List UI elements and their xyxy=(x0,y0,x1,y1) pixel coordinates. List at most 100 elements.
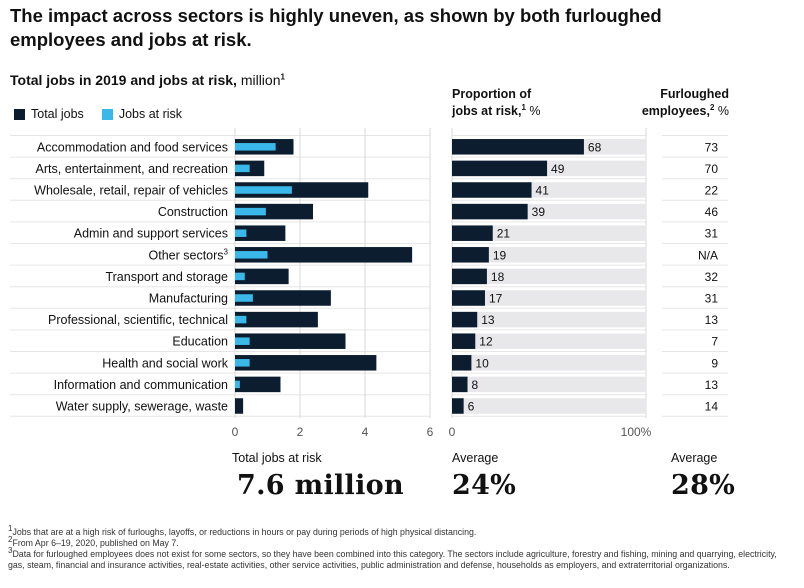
left-panel-unit: million xyxy=(240,72,281,88)
proportion-value-label: 39 xyxy=(532,205,546,219)
legend-item-total: Total jobs xyxy=(14,107,84,121)
furloughed-value: 7 xyxy=(711,335,718,349)
legend-label-at-risk: Jobs at risk xyxy=(118,107,183,121)
proportion-header-unit: % xyxy=(529,104,541,118)
furloughed-value: 13 xyxy=(705,313,719,327)
category-label-transport-and-storage: Transport and storage xyxy=(105,270,228,284)
total-jobs-bar xyxy=(235,182,369,198)
jobs-at-risk-bar xyxy=(235,251,268,259)
proportion-bar-track xyxy=(452,311,646,328)
proportion-bar xyxy=(452,182,532,198)
proportion-bar-track xyxy=(452,290,646,306)
proportion-value-label: 8 xyxy=(472,378,479,392)
furlough-header-unit: % xyxy=(717,104,729,118)
furloughed-value: 9 xyxy=(711,356,718,370)
jobs-at-risk-bar xyxy=(235,186,292,194)
proportion-tick-label: 0 xyxy=(449,425,456,439)
jobs-at-risk-bar xyxy=(235,207,266,216)
category-label-information-and-communication: Information and communication xyxy=(54,378,228,392)
jobs-at-risk-bar xyxy=(235,315,247,324)
furloughed-value: 13 xyxy=(705,378,719,392)
jobs-at-risk-bar xyxy=(235,294,253,302)
category-label-accommodation-and-food-services: Accommodation and food services xyxy=(37,140,228,154)
jobs-at-risk-bar xyxy=(235,229,247,237)
footnote-2-marker: 2 xyxy=(8,535,13,545)
proportion-value-label: 13 xyxy=(481,313,495,327)
proportion-value-label: 18 xyxy=(491,270,505,284)
proportion-bar xyxy=(452,160,548,177)
footnote-3-marker: 3 xyxy=(8,546,13,556)
furloughed-value: 31 xyxy=(705,292,719,306)
furloughed-value: 70 xyxy=(705,162,719,176)
proportion-bar xyxy=(452,290,485,306)
category-label-water-supply-sewerage-waste: Water supply, sewerage, waste xyxy=(56,400,228,414)
proportion-bar xyxy=(452,311,478,328)
footnote-2: 2From Apr 6–19, 2020, published on May 7… xyxy=(8,535,788,549)
proportion-value-label: 10 xyxy=(475,356,489,370)
jobs-at-risk-bar xyxy=(235,337,250,345)
x-tick-label: 4 xyxy=(362,425,369,439)
furloughed-value: 14 xyxy=(705,400,719,414)
proportion-bar xyxy=(452,355,472,371)
total-jobs-bar xyxy=(235,225,286,241)
total-jobs-bar xyxy=(235,376,281,393)
legend-swatch-at-risk xyxy=(101,108,113,120)
x-tick-label: 0 xyxy=(232,425,239,439)
proportion-bar-track xyxy=(452,247,646,263)
furloughed-value: 22 xyxy=(705,184,719,198)
proportion-value-label: 17 xyxy=(489,292,503,306)
jobs-at-risk-bar xyxy=(235,272,245,281)
total-at-risk-value: 7.6 million xyxy=(237,470,404,501)
furloughed-value: 73 xyxy=(705,140,719,154)
proportion-tick-label: 100% xyxy=(621,425,652,439)
footnote-3-text: Data for furloughed employees does not e… xyxy=(8,549,777,570)
jobs-at-risk-bar xyxy=(235,164,250,173)
category-label-construction: Construction xyxy=(158,205,228,219)
proportion-header-line1: Proportion of xyxy=(452,87,532,101)
left-panel-unit-note: 1 xyxy=(280,72,285,82)
proportion-bar xyxy=(452,139,584,155)
furloughed-value: 32 xyxy=(705,270,719,284)
proportion-bar xyxy=(452,203,528,220)
proportion-bar xyxy=(452,247,489,263)
jobs-at-risk-bar xyxy=(235,143,276,151)
total-jobs-bar xyxy=(235,203,313,220)
proportion-bar-track xyxy=(452,225,646,241)
proportion-value-label: 19 xyxy=(493,248,507,262)
category-label-manufacturing: Manufacturing xyxy=(149,292,228,306)
proportion-value-label: 12 xyxy=(479,335,493,349)
proportion-value-label: 68 xyxy=(588,140,602,154)
total-jobs-bar xyxy=(235,290,331,306)
x-tick-label: 2 xyxy=(297,425,304,439)
legend-item-at-risk: Jobs at risk xyxy=(101,107,183,121)
proportion-bar-track xyxy=(452,333,646,349)
furloughed-value: N/A xyxy=(698,248,718,262)
footnote-1-marker: 1 xyxy=(8,524,13,534)
proportion-average-value: 24% xyxy=(452,470,517,501)
total-jobs-bar xyxy=(235,355,377,371)
proportion-header: Proportion of jobs at risk,1 % xyxy=(452,86,541,120)
total-jobs-bar xyxy=(235,268,289,285)
total-jobs-bar xyxy=(235,398,244,414)
category-label-professional-scientific-technical: Professional, scientific, technical xyxy=(48,313,228,327)
furlough-header-note: 2 xyxy=(709,102,715,112)
proportion-value-label: 21 xyxy=(497,227,511,241)
furlough-header-line1: Furloughed xyxy=(660,87,729,101)
footnotes: 1Jobs that are at a high risk of furloug… xyxy=(8,524,788,571)
legend: Total jobs Jobs at risk xyxy=(14,107,200,121)
x-tick-label: 6 xyxy=(427,425,434,439)
legend-swatch-total xyxy=(14,108,25,120)
proportion-bar xyxy=(452,398,464,414)
furlough-average-label: Average xyxy=(671,451,718,465)
category-label-other-sectors: Other sectors3 xyxy=(149,247,229,262)
total-jobs-bar xyxy=(235,311,318,328)
furloughed-value: 46 xyxy=(705,205,719,219)
footnote-3: 3Data for furloughed employees does not … xyxy=(8,546,788,571)
category-label-health-and-social-work: Health and social work xyxy=(102,356,229,370)
total-jobs-bar xyxy=(235,333,346,349)
headline: The impact across sectors is highly unev… xyxy=(10,5,662,50)
proportion-average-label: Average xyxy=(452,451,499,465)
jobs-at-risk-bar xyxy=(235,359,250,367)
proportion-bar-track xyxy=(452,268,646,285)
